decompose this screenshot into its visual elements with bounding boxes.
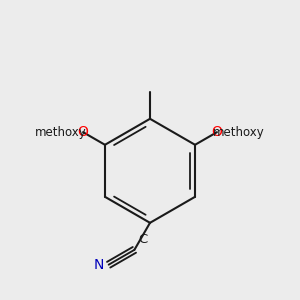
Text: C: C	[138, 233, 147, 246]
Text: methoxy: methoxy	[35, 126, 87, 139]
Text: O: O	[212, 125, 222, 139]
Text: O: O	[78, 125, 88, 139]
Text: methoxy: methoxy	[213, 126, 265, 139]
Text: N: N	[94, 258, 104, 272]
